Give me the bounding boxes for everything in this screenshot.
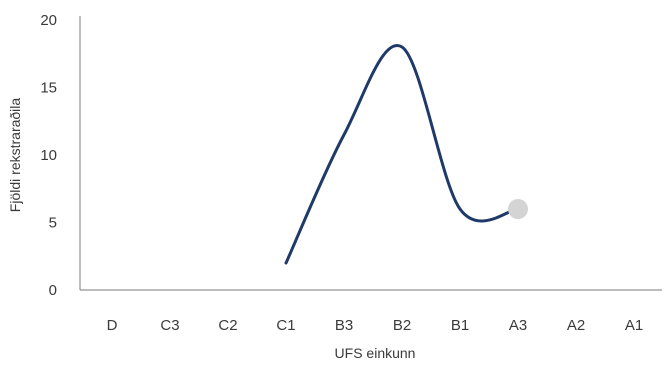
x-tick-label: C3: [160, 317, 179, 334]
x-tick-label: C2: [218, 317, 237, 334]
y-tick-label: 20: [40, 12, 57, 29]
markers: [508, 199, 528, 219]
x-tick-label: C1: [276, 317, 295, 334]
x-tick-label: A1: [625, 317, 643, 334]
y-tick-labels: 0 5 10 15 20: [40, 12, 57, 299]
x-axis-title: UFS einkunn: [335, 345, 416, 361]
x-tick-label: B2: [393, 317, 411, 334]
x-tick-label: A2: [567, 317, 585, 334]
y-tick-label: 15: [40, 80, 57, 97]
y-tick-label: 10: [40, 147, 57, 164]
x-tick-label: D: [107, 317, 118, 334]
x-tick-labels: D C3 C2 C1 B3 B2 B1 A3 A2 A1: [107, 317, 644, 334]
y-axis-title: Fjöldi rekstraraðila: [7, 98, 23, 213]
y-tick-label: 0: [49, 282, 57, 299]
x-tick-label: B1: [451, 317, 469, 334]
series-line-0: [284, 43, 520, 265]
x-tick-label: B3: [335, 317, 353, 334]
end-point-marker: [508, 199, 528, 219]
y-tick-label: 5: [49, 215, 57, 232]
axes: [79, 16, 662, 291]
series-lines: [284, 43, 520, 265]
x-tick-label: A3: [509, 317, 527, 334]
